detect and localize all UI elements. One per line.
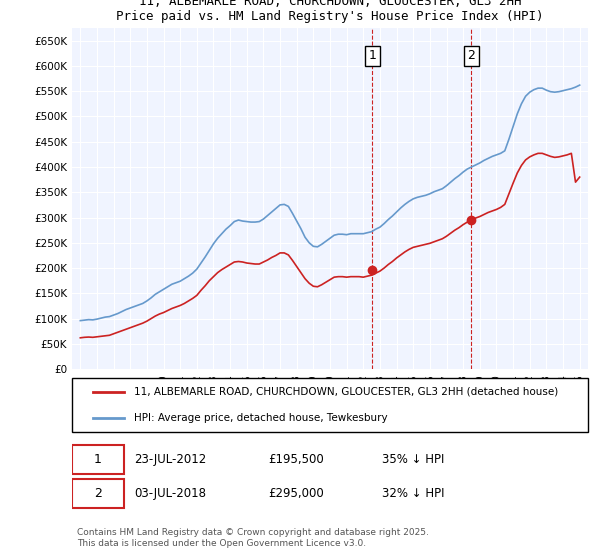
Text: 23-JUL-2012: 23-JUL-2012 xyxy=(134,452,206,466)
Text: 2: 2 xyxy=(94,487,102,500)
FancyBboxPatch shape xyxy=(72,378,588,432)
Text: 35% ↓ HPI: 35% ↓ HPI xyxy=(382,452,444,466)
FancyBboxPatch shape xyxy=(72,445,124,474)
Text: 11, ALBEMARLE ROAD, CHURCHDOWN, GLOUCESTER, GL3 2HH (detached house): 11, ALBEMARLE ROAD, CHURCHDOWN, GLOUCEST… xyxy=(134,387,558,397)
Text: £195,500: £195,500 xyxy=(268,452,324,466)
Text: Contains HM Land Registry data © Crown copyright and database right 2025.
This d: Contains HM Land Registry data © Crown c… xyxy=(77,528,429,548)
Title: 11, ALBEMARLE ROAD, CHURCHDOWN, GLOUCESTER, GL3 2HH
Price paid vs. HM Land Regis: 11, ALBEMARLE ROAD, CHURCHDOWN, GLOUCEST… xyxy=(116,0,544,22)
Text: HPI: Average price, detached house, Tewkesbury: HPI: Average price, detached house, Tewk… xyxy=(134,413,388,423)
Text: £295,000: £295,000 xyxy=(268,487,324,500)
Text: 03-JUL-2018: 03-JUL-2018 xyxy=(134,487,206,500)
Text: 32% ↓ HPI: 32% ↓ HPI xyxy=(382,487,444,500)
Text: 1: 1 xyxy=(94,452,102,466)
FancyBboxPatch shape xyxy=(72,479,124,508)
Text: 1: 1 xyxy=(368,49,376,62)
Text: 2: 2 xyxy=(467,49,475,62)
